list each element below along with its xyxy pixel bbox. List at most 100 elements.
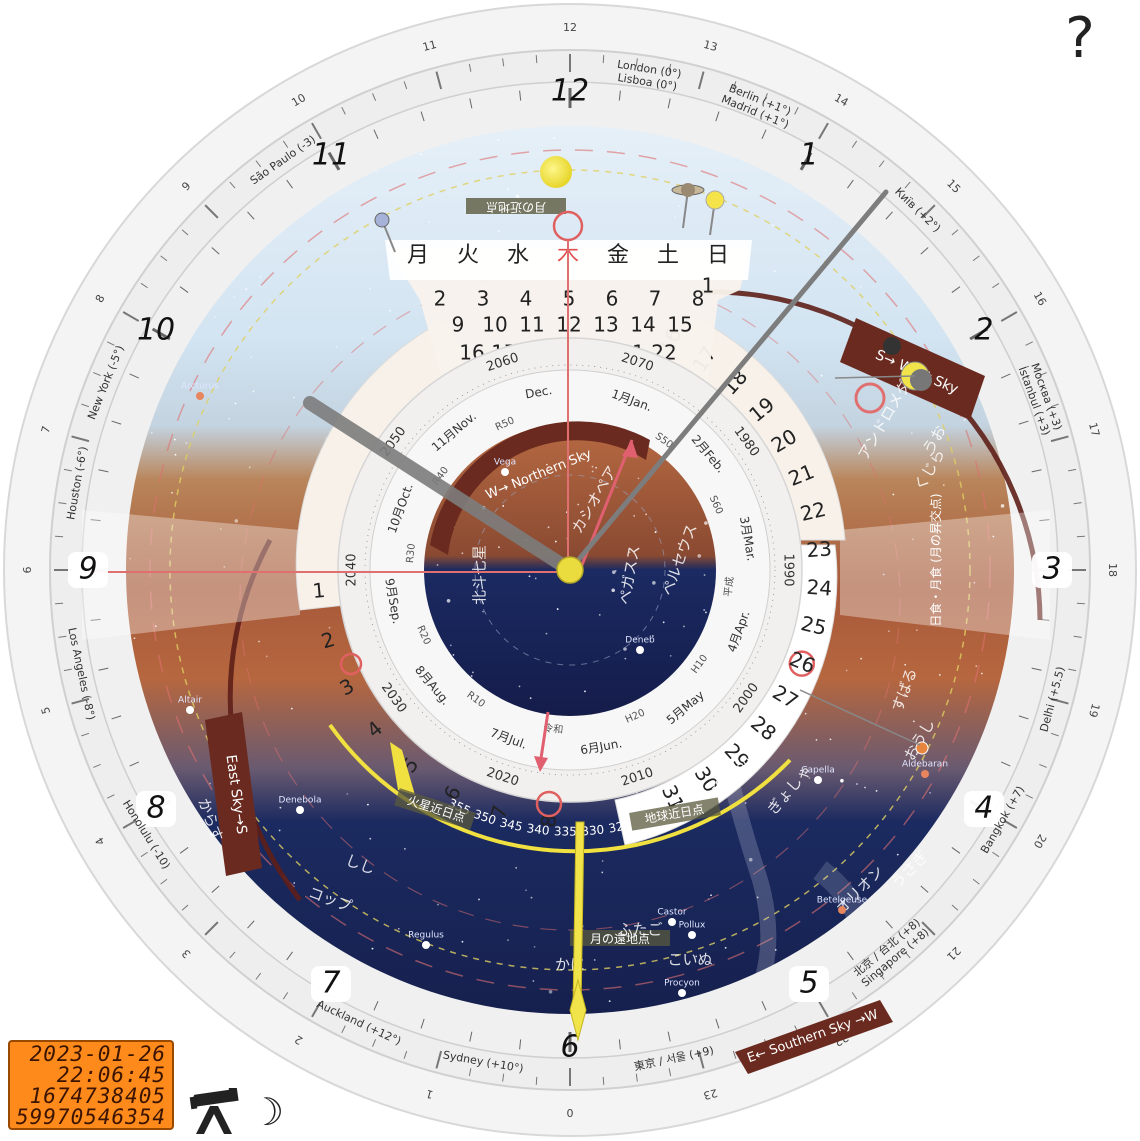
day-ring-number: 25 [799,611,829,640]
sun-longitude-label: 340 [526,821,550,838]
star-label: Denebola [279,796,322,806]
hands-hub [556,556,584,584]
outer-hour-label: 17 [1086,421,1102,438]
calendar-day: 1 [702,274,715,298]
jupiter-icon [705,190,725,210]
star-label: Betelgeuse [817,896,868,906]
day-ring-number: 22 [798,497,828,526]
planets [374,183,932,755]
star-label: Castor [657,908,687,918]
solar-term-labels: 火星近日点 地球近日点 月の遠地点 月の近地点 日食・月食 (月の昇交点) [394,198,943,946]
outer-hour-label: 11 [421,38,438,54]
star-label: Vega [494,458,516,468]
outer-24h-ticks [54,54,1086,1086]
outer-hour-label: 1 [425,1087,435,1101]
calendar-day: 2 [434,287,447,311]
calendar-day: 3 [477,287,490,311]
sun-icon [540,156,572,188]
lcd-readout: 2023-01-26 22:06:45 1674738405 599705463… [8,1040,174,1130]
hour-numeral: 10 [137,313,175,348]
hour-numeral: 6 [560,1030,579,1065]
era-label: 平成 [722,576,736,597]
calendar-day: 4 [520,287,533,311]
calendar-day: 13 [593,313,618,337]
outer-hour-label: 14 [832,91,851,109]
svg-text:月の遠地点: 月の遠地点 [590,932,650,946]
lcd-serial: 59970546354 [16,1105,167,1129]
month-label: Dec. [524,383,553,401]
star-label: Aldebaran [902,760,948,770]
weekday-0: 月 [407,243,429,268]
outer-hour-label: 12 [563,21,577,34]
weekday-6: 日 [707,243,729,268]
hour-numeral: 11 [312,138,350,173]
star-label: Capella [801,766,835,776]
hour-numeral: 7 [321,965,340,1000]
telescope-icon[interactable] [188,1088,240,1136]
hour-numeral: 5 [799,965,818,1000]
outer-hour-label: 6 [21,567,34,574]
year-label: 2040 [345,553,360,586]
calendar-day: 8 [692,287,705,311]
sun-longitude-label: 325 [607,818,632,836]
day-ring-number: 24 [806,575,833,601]
constellation-label: こいぬ [667,951,712,969]
sun-ecliptic-band [328,723,792,854]
hour-numeral: 12 [551,74,589,109]
year-label: 1990 [781,553,796,586]
lcd-date: 2023-01-26 [29,1042,166,1066]
lcd-time: 22:06:45 [56,1063,166,1087]
east-sky-ribbon: East Sky→S [205,712,262,876]
moon-target-ring [854,382,886,414]
sun-longitude-label: 335 [554,824,577,838]
hour-numeral: 1 [799,138,818,173]
outer-hour-label: 16 [1031,289,1049,308]
constellation-label: 北斗七星 [471,545,489,605]
minute-hand [567,189,889,573]
hour-numeral: 8 [146,791,165,826]
star-label: Regulus [408,931,444,941]
calendar-day: 11 [519,313,544,337]
star-label: Procyon [664,979,700,989]
outer-hour-label: 23 [702,1086,719,1102]
help-button[interactable]: ? [1065,6,1095,71]
outer-hour-label: 13 [702,38,719,54]
weekday-1: 火 [457,243,479,268]
svg-text:日食・月食 (月の昇交点): 日食・月食 (月の昇交点) [928,493,943,626]
star-label: Deneb [625,636,655,646]
hour-hand [303,396,577,577]
outer-hour-label: 20 [1031,832,1049,851]
hour-numeral: 2 [974,313,993,348]
calendar-day: 10 [482,313,507,337]
lcd-unix-seconds: 1674738405 [29,1084,166,1108]
day-ring-number: 8 [536,814,561,829]
hour-numeral: 4 [974,791,993,826]
hour-numeral: 3 [1042,552,1061,587]
outer-hour-label: 19 [1086,702,1102,719]
weekday-5: 土 [657,243,679,268]
svg-text:月の近地点: 月の近地点 [486,200,546,214]
weekday-2: 水 [507,243,529,268]
outer-hour-label: 7 [39,425,53,435]
star-label: Pollux [679,921,706,931]
star-label: Altair [178,696,202,706]
day-ring-number: 23 [806,536,833,562]
weekday-header: 月火水木金土日 [407,243,729,268]
outer-hour-label: 18 [1106,563,1119,577]
mercury-icon [374,212,390,228]
outer-hour-label: 10 [289,91,308,109]
constellation-label: ふたご [617,921,662,939]
hour-numeral: 9 [78,552,97,587]
weekday-4: 金 [607,243,629,268]
moon-shadow-icon [883,337,901,355]
sun-longitude-label: 330 [581,823,605,839]
calendar-day: 7 [649,287,662,311]
calendar-day: 14 [630,313,655,337]
day-ring-number: 7 [486,802,513,821]
calendar-day: 6 [606,287,619,311]
calendar-day: 9 [452,313,465,337]
sun-longitude-label: 345 [498,815,523,834]
moon-toggle-icon[interactable]: ☽ [250,1090,285,1134]
era-label: R30 [405,543,418,564]
